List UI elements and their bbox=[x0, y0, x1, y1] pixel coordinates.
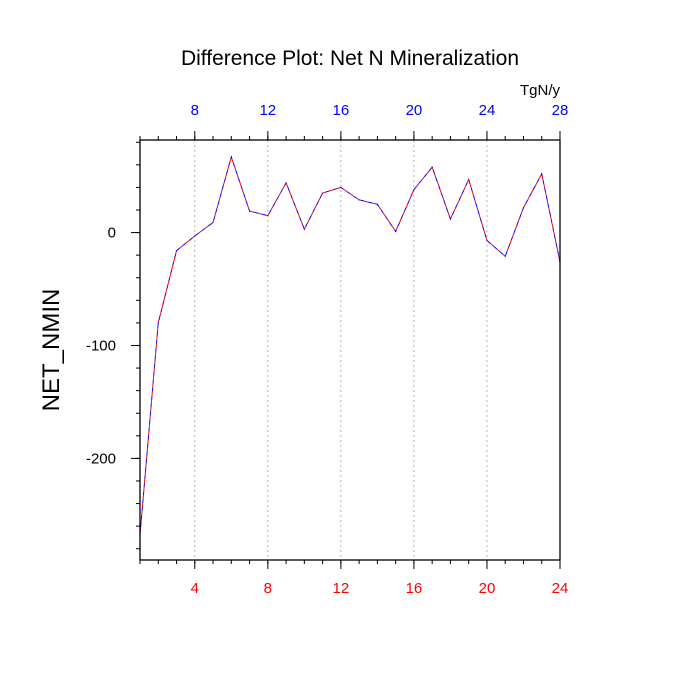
series-data-point bbox=[468, 178, 470, 181]
series-data-point bbox=[395, 230, 397, 233]
x-top-tick-label: 20 bbox=[406, 102, 423, 119]
x-bottom-tick-label: 16 bbox=[406, 580, 423, 597]
x-bottom-tick-label: 4 bbox=[191, 580, 199, 597]
series-data-point bbox=[157, 322, 159, 324]
x-bottom-tick-label: 12 bbox=[333, 580, 350, 597]
series-data-point bbox=[413, 189, 415, 191]
series-data-point bbox=[504, 255, 506, 257]
series-data-point bbox=[303, 228, 305, 230]
y-axis-label: NET_NMIN bbox=[38, 289, 65, 412]
y-left-tick-label: -200 bbox=[86, 450, 116, 467]
series-data-point bbox=[358, 199, 360, 201]
x-top-tick-label: 28 bbox=[552, 102, 569, 119]
series-data-point bbox=[522, 207, 525, 209]
y-left-tick-label: 0 bbox=[108, 225, 116, 242]
series-layer bbox=[139, 155, 561, 536]
series-line-red-dashes bbox=[139, 155, 561, 536]
grid-lines bbox=[194, 140, 488, 560]
x-bottom-tick-label: 20 bbox=[479, 580, 496, 597]
chart-title: Difference Plot: Net N Mineralization bbox=[181, 47, 519, 70]
axis-ticks bbox=[131, 131, 561, 569]
x-bottom-tick-label: 24 bbox=[552, 580, 569, 597]
series-data-point bbox=[486, 239, 488, 242]
series-data-point bbox=[285, 182, 287, 184]
series-data-point bbox=[449, 218, 452, 220]
series-data-point bbox=[194, 235, 196, 237]
top-axis-units-label: TgN/y bbox=[520, 82, 561, 99]
x-bottom-tick-label: 8 bbox=[264, 580, 272, 597]
series-data-point bbox=[376, 203, 378, 205]
tick-labels: 4 8 12 16 20 24 8 12 16 20 24 28 -200 -100 0 bbox=[86, 102, 568, 597]
series-data-point bbox=[541, 173, 543, 175]
series-data-point bbox=[230, 156, 232, 158]
plot-frame bbox=[139, 139, 561, 561]
series-data-point bbox=[248, 210, 251, 212]
y-left-tick-label: -100 bbox=[86, 337, 116, 354]
series-data-point bbox=[175, 250, 178, 252]
x-top-tick-label: 16 bbox=[333, 102, 350, 119]
series-data-point bbox=[340, 186, 342, 189]
series-data-point bbox=[267, 215, 269, 217]
series-line-blue-dashes bbox=[139, 155, 561, 536]
series-data-point bbox=[212, 221, 214, 224]
series-data-point bbox=[431, 166, 433, 168]
series-data-point bbox=[322, 192, 324, 194]
x-top-tick-label: 24 bbox=[479, 102, 496, 119]
x-top-tick-label: 12 bbox=[259, 102, 276, 119]
x-top-tick-label: 8 bbox=[191, 102, 199, 119]
